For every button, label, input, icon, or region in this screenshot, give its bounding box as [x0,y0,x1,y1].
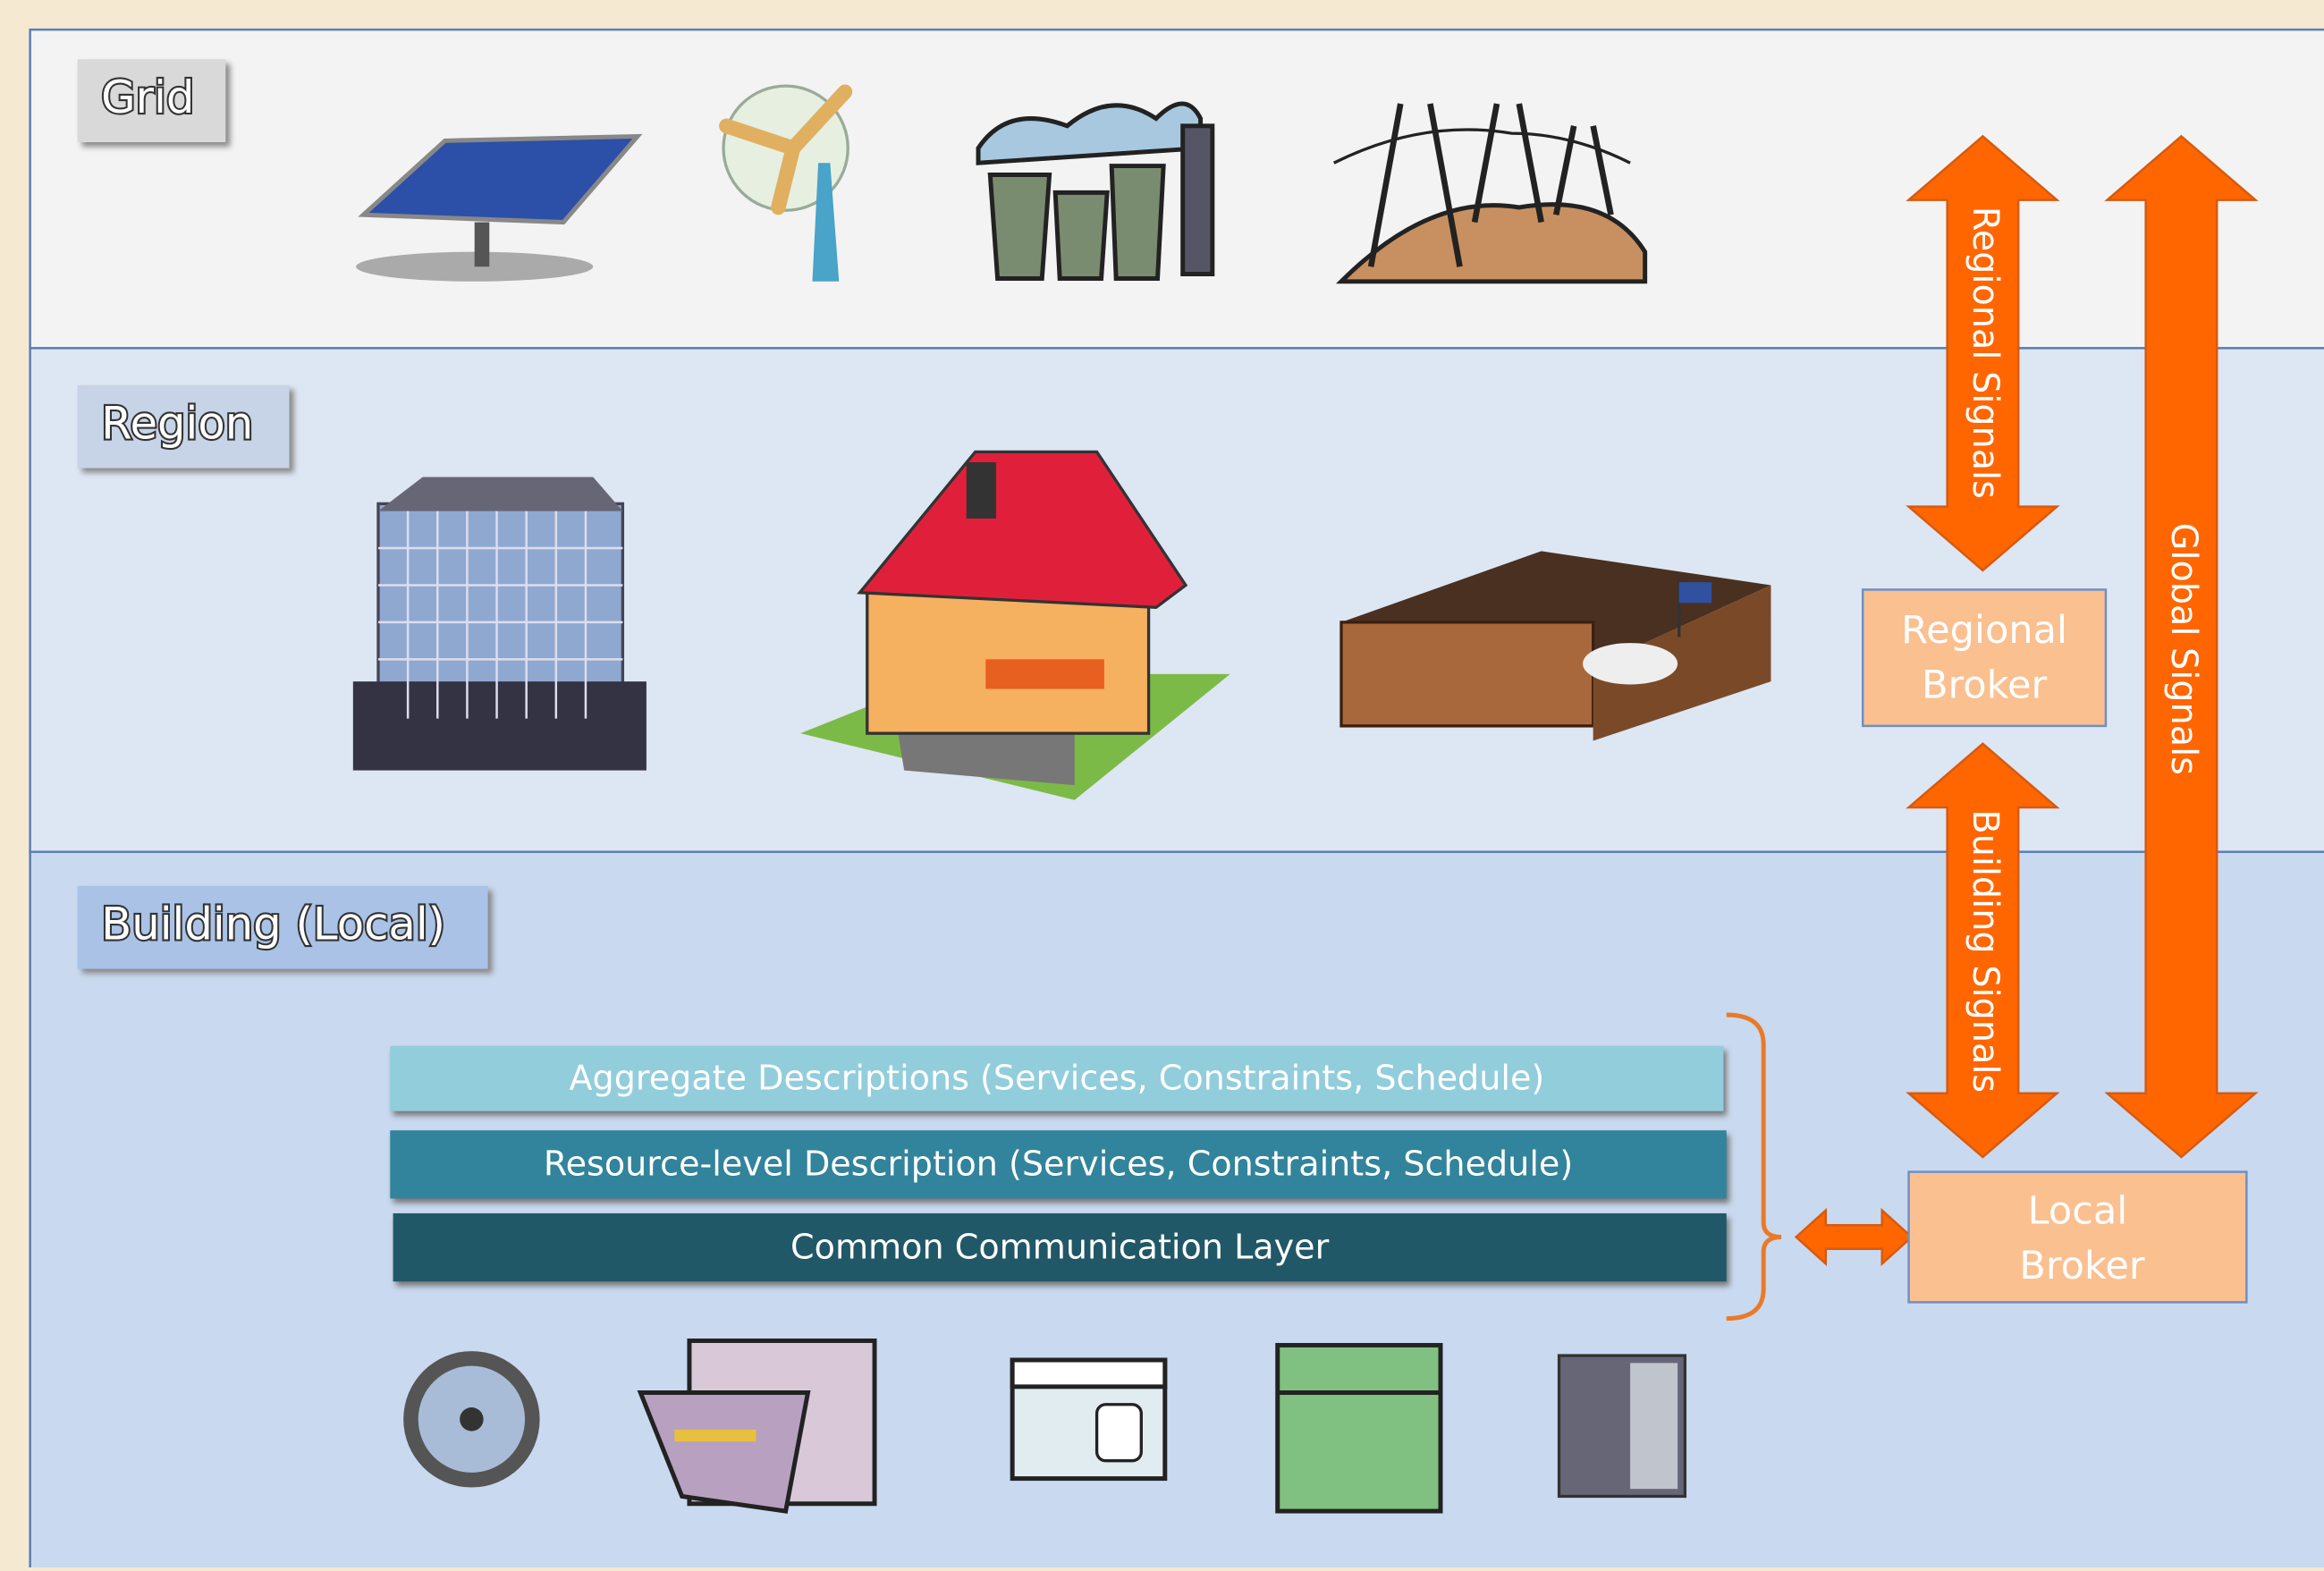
office-building-icon [353,477,646,771]
signal-label: Building Signals [1965,809,2006,1093]
broker-label: Regional [1901,608,2067,653]
stack-label: Common Communication Layer [790,1227,1330,1266]
signal-label: Regional Signals [1965,207,2006,499]
signal-label: Global Signals [2163,523,2204,775]
fan-icon [403,1351,539,1487]
layer-label: Grid [101,72,194,123]
broker-label: Local [2028,1189,2128,1234]
stack: Aggregate Descriptions (Services, Constr… [390,1015,1781,1319]
broker-label: Broker [1922,663,2048,707]
layer-label: Building (Local) [101,899,445,950]
washer-icon [1012,1360,1165,1479]
stack-label: Aggregate Descriptions (Services, Constr… [569,1058,1544,1097]
broker-label: Broker [2019,1244,2145,1288]
page: Grid Region Building (Local) [0,0,2324,1567]
stack-label: Resource-level Description (Services, Co… [544,1144,1573,1183]
fridge-icon [1278,1345,1441,1511]
layer-label: Region [101,398,253,450]
diagram: Grid Region Building (Local) [0,0,2324,1567]
server-icon [1559,1356,1686,1496]
